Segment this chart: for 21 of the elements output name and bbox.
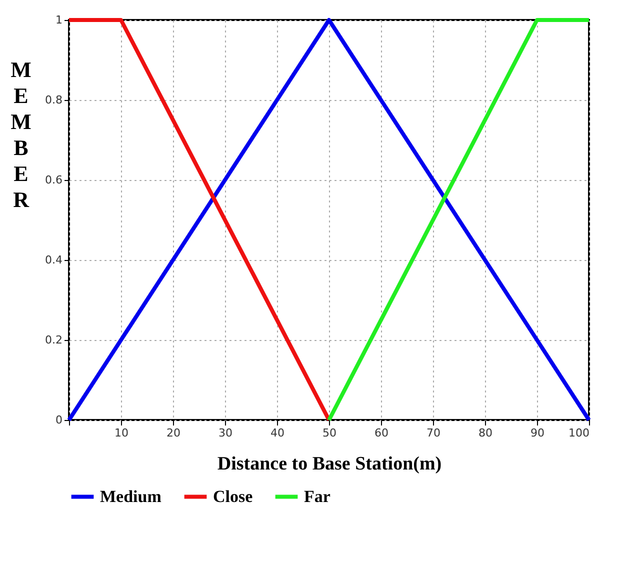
legend-label: Far: [304, 486, 331, 506]
x-tick-label: 80: [478, 426, 492, 440]
y-tick-label: 0.2: [45, 334, 62, 346]
y-axis-title: MEMBER: [10, 57, 32, 212]
y-tick-label: 0: [56, 414, 62, 426]
x-tick-label: 100: [568, 426, 590, 440]
y-tick-label: 1: [56, 14, 62, 26]
x-tick-label: 10: [114, 426, 128, 440]
x-tick-label: 30: [218, 426, 232, 440]
x-tick-label: 40: [270, 426, 284, 440]
y-tick-label: 0.4: [45, 254, 62, 266]
x-axis-title: Distance to Base Station(m): [217, 454, 442, 474]
legend-label: Close: [213, 486, 254, 506]
y-tick-label: 0.8: [45, 94, 62, 106]
legend-label: Medium: [100, 486, 162, 506]
y-tick-label: 0.6: [45, 174, 62, 186]
x-tick-label: 90: [530, 426, 544, 440]
x-tick-label: 50: [322, 426, 336, 440]
x-tick-label: 70: [426, 426, 440, 440]
x-tick-label: 20: [166, 426, 180, 440]
x-tick-label: 60: [374, 426, 388, 440]
